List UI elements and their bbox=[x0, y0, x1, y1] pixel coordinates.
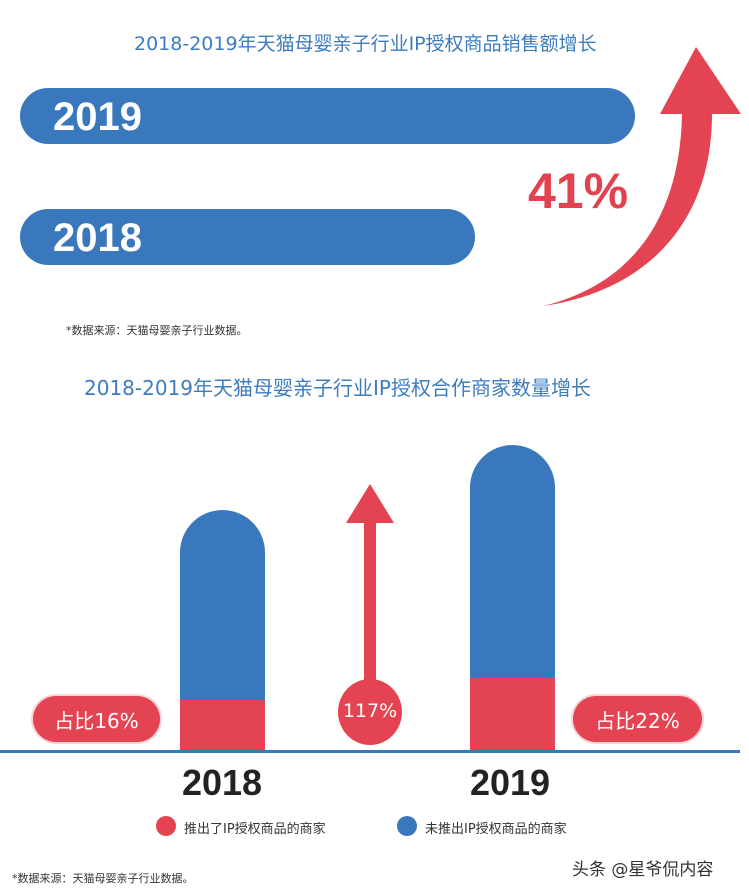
legend-label-ip: 推出了IP授权商品的商家 bbox=[184, 822, 326, 837]
legend-blue-dot-icon bbox=[397, 816, 417, 836]
share-pill-2018: 占比16% bbox=[33, 696, 160, 742]
growth-arrow-icon bbox=[338, 484, 402, 745]
source-note-2: *数据来源：天猫母婴亲子行业数据。 bbox=[12, 872, 194, 885]
bar-2018-sales: 2018 bbox=[20, 209, 475, 265]
curved-growth-arrow-icon bbox=[543, 47, 741, 306]
share-pill-2019: 占比22% bbox=[573, 696, 702, 742]
bar-2018-ip-segment bbox=[180, 700, 265, 751]
merchant-growth-percent: 117% bbox=[342, 700, 398, 722]
watermark: 头条 @星爷侃内容 bbox=[572, 860, 714, 880]
bar-2019-sales: 2019 bbox=[20, 88, 635, 144]
source-note-1: *数据来源：天猫母婴亲子行业数据。 bbox=[66, 324, 248, 337]
legend-red-dot-icon bbox=[156, 816, 176, 836]
sales-chart-title: 2018-2019年天猫母婴亲子行业IP授权商品销售额增长 bbox=[134, 33, 597, 55]
bar-2019-ip-segment bbox=[470, 678, 555, 751]
bar-2019-merchants bbox=[470, 445, 555, 751]
legend-label-non-ip: 未推出IP授权商品的商家 bbox=[425, 822, 567, 837]
sales-growth-percent: 41% bbox=[528, 163, 629, 219]
bar-2018-merchants bbox=[180, 510, 265, 751]
year-label-2018: 2018 bbox=[181, 762, 263, 803]
bar-label-2019: 2019 bbox=[53, 95, 142, 139]
merchant-chart-title: 2018-2019年天猫母婴亲子行业IP授权合作商家数量增长 bbox=[84, 376, 591, 400]
bar-label-2018: 2018 bbox=[53, 216, 142, 260]
year-label-2019: 2019 bbox=[469, 762, 551, 803]
baseline-axis bbox=[0, 750, 740, 753]
